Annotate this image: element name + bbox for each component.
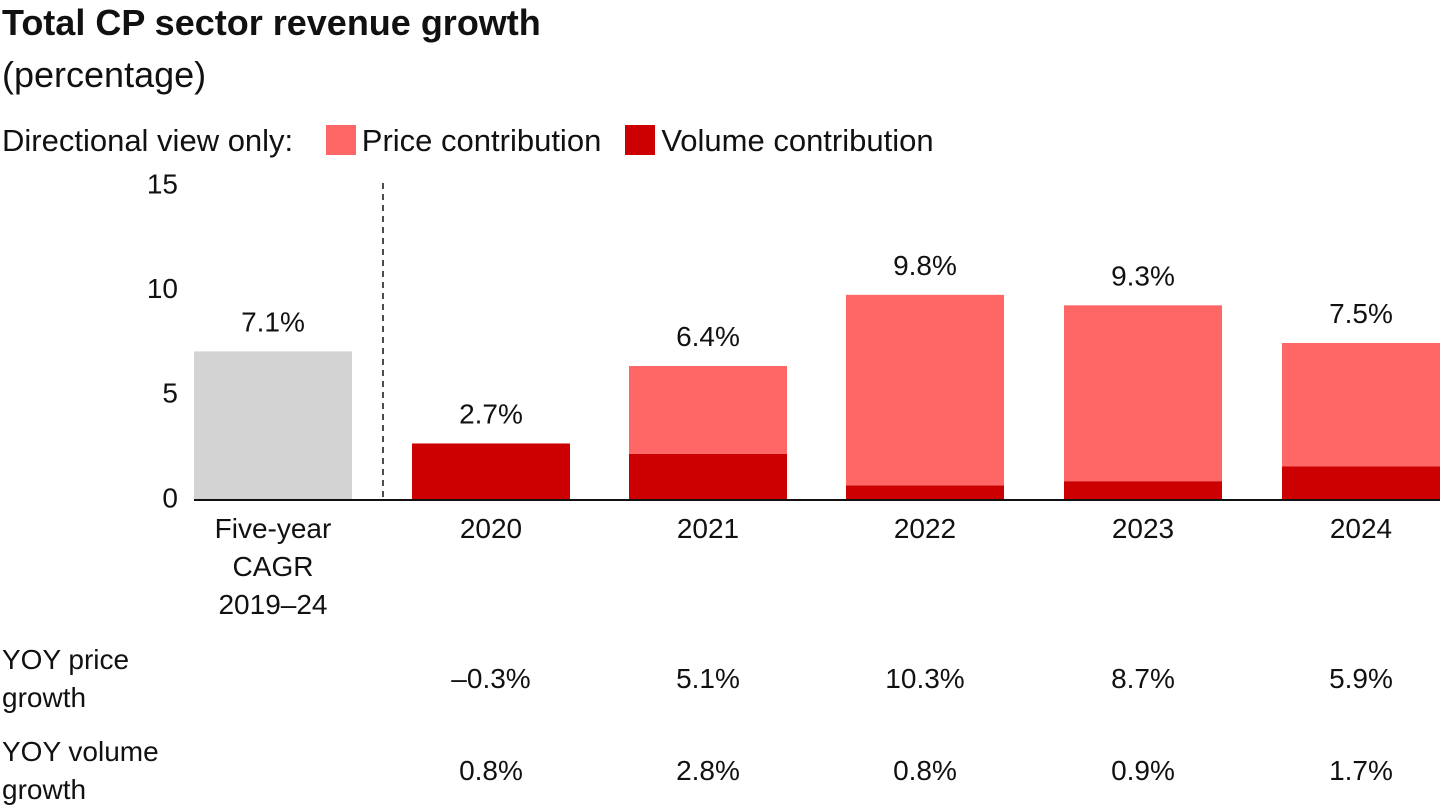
table-cell: –0.3% — [451, 663, 531, 694]
legend-label: Price contribution — [361, 123, 602, 158]
data-label: 6.4% — [676, 321, 740, 352]
table-cell: 1.7% — [1329, 755, 1393, 786]
table-cell: 5.1% — [676, 663, 740, 694]
bar-segment — [412, 443, 570, 500]
x-tick-label: 2024 — [1329, 513, 1393, 544]
table-cell: 10.3% — [885, 663, 965, 694]
table-cell: 0.8% — [459, 755, 523, 786]
y-tick-label: 15 — [147, 168, 178, 199]
data-label: 7.1% — [241, 306, 305, 337]
legend-title: Directional view only: — [2, 123, 294, 158]
x-tick-label: Five-year CAGR 2019–24 — [214, 513, 332, 620]
data-label: 7.5% — [1329, 298, 1393, 329]
data-label: 9.3% — [1111, 260, 1175, 291]
x-tick-label: 2021 — [676, 513, 740, 544]
table-cell: 2.8% — [676, 755, 740, 786]
bar-segment — [846, 485, 1004, 500]
data-label: 2.7% — [459, 398, 523, 429]
table-cell: 0.9% — [1111, 755, 1175, 786]
data-label: 9.8% — [893, 250, 957, 281]
y-tick-label: 10 — [147, 273, 178, 304]
legend: Directional view only: Price contributio… — [2, 120, 934, 162]
bar-segment — [1282, 343, 1440, 467]
table-cell: 5.9% — [1329, 663, 1393, 694]
bar — [194, 351, 352, 500]
bar-segment — [846, 294, 1004, 486]
x-tick-label: 2023 — [1111, 513, 1175, 544]
chart-subtitle: (percentage) — [2, 54, 207, 95]
bar-segment — [629, 366, 787, 454]
table-row-label: YOY volume growth — [2, 736, 159, 805]
legend-swatch — [325, 125, 356, 155]
legend-swatch — [625, 125, 656, 155]
table-row-label: YOY price growth — [2, 644, 130, 713]
chart-title: Total CP sector revenue growth — [2, 2, 541, 43]
bar-segment — [1282, 466, 1440, 500]
y-tick-label: 5 — [162, 378, 178, 409]
table-cell: 0.8% — [893, 755, 957, 786]
x-tick-label: 2022 — [893, 513, 957, 544]
bar-segment — [1064, 305, 1222, 482]
legend-label: Volume contribution — [661, 123, 934, 158]
bar-segment — [629, 453, 787, 500]
y-tick-label: 0 — [162, 482, 178, 513]
x-tick-label: 2020 — [459, 513, 523, 544]
bar-segment — [1064, 481, 1222, 500]
table-cell: 8.7% — [1111, 663, 1175, 694]
